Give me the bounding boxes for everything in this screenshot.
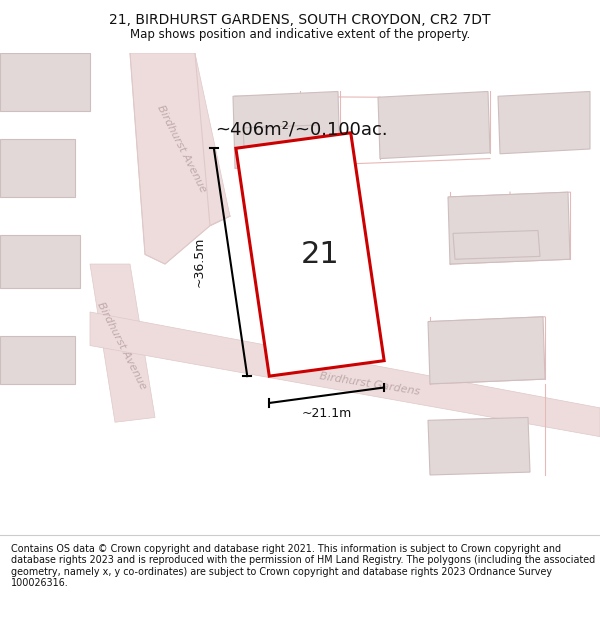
Polygon shape — [233, 91, 340, 168]
Text: 21, BIRDHURST GARDENS, SOUTH CROYDON, CR2 7DT: 21, BIRDHURST GARDENS, SOUTH CROYDON, CR… — [109, 13, 491, 28]
Polygon shape — [453, 231, 540, 259]
Text: Map shows position and indicative extent of the property.: Map shows position and indicative extent… — [130, 28, 470, 41]
Polygon shape — [0, 53, 90, 111]
Polygon shape — [0, 235, 80, 288]
Polygon shape — [428, 317, 545, 384]
Polygon shape — [90, 312, 600, 437]
Polygon shape — [428, 418, 530, 475]
Polygon shape — [236, 132, 384, 376]
Text: Contains OS data © Crown copyright and database right 2021. This information is : Contains OS data © Crown copyright and d… — [11, 544, 595, 588]
Text: Birdhurst Avenue: Birdhurst Avenue — [155, 104, 208, 194]
Text: ~36.5m: ~36.5m — [193, 237, 206, 288]
Polygon shape — [378, 91, 490, 159]
Text: ~21.1m: ~21.1m — [302, 407, 352, 420]
Text: Birdhurst Avenue: Birdhurst Avenue — [95, 300, 148, 391]
Text: Birdhurst Gardens: Birdhurst Gardens — [319, 371, 421, 397]
Text: ~406m²/~0.100ac.: ~406m²/~0.100ac. — [215, 121, 388, 139]
Polygon shape — [130, 53, 230, 264]
Polygon shape — [448, 192, 570, 264]
Polygon shape — [498, 91, 590, 154]
Polygon shape — [90, 264, 155, 422]
Text: 21: 21 — [301, 240, 340, 269]
Polygon shape — [243, 125, 320, 163]
Polygon shape — [0, 139, 75, 197]
Polygon shape — [0, 336, 75, 384]
